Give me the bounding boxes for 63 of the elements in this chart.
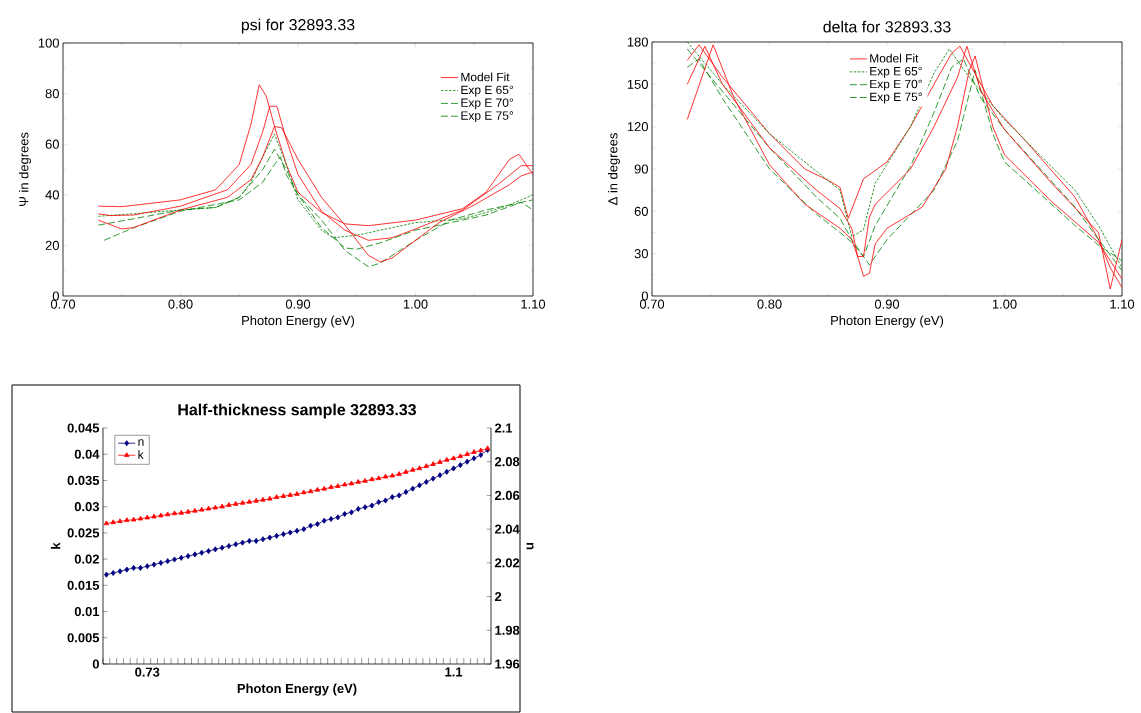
y-tick-label: 60: [634, 206, 648, 216]
y-tick-label: 80: [45, 89, 59, 99]
legend-label: Exp E 75°: [870, 92, 922, 104]
x-tick-label: 0.73: [135, 667, 160, 677]
y2-tick-label: 2.1: [494, 423, 513, 433]
chart-title: psi for 32893.33: [241, 18, 355, 34]
y-tick-label: 30: [634, 249, 648, 259]
x-tick-label: 0.90: [874, 299, 900, 309]
y2-tick-label: 2.08: [494, 457, 520, 467]
legend-label: Exp E 65°: [461, 85, 513, 97]
x-tick-label: 0.70: [639, 299, 665, 309]
y-axis-title: Δ in degrees: [607, 133, 621, 205]
legend-label: Exp E 65°: [870, 66, 922, 78]
y-tick-label: 0.025: [67, 528, 100, 538]
x-tick-label: 1.10: [521, 299, 546, 309]
y2-tick-label: 1.98: [495, 625, 520, 635]
x-tick-label: 0.90: [285, 299, 311, 309]
y-tick-label: 90: [634, 164, 648, 174]
x-axis-title: Photon Energy (eV): [242, 315, 355, 328]
legend-label: k: [138, 450, 144, 459]
y-tick-label: 0.035: [67, 475, 100, 486]
x-tick-label: 1.1: [445, 667, 463, 677]
y-tick-label: 0.04: [74, 449, 100, 459]
y-tick-label: 100: [38, 38, 59, 48]
y2-tick-label: 2.04: [494, 524, 520, 534]
legend-label: Model Fit: [461, 72, 510, 82]
y2-tick-label: 2.02: [494, 558, 520, 568]
x-tick-label: 1.10: [1110, 299, 1135, 309]
y-tick-label: 180: [627, 37, 648, 47]
chart-title: Half-thickness sample 32893.33: [178, 403, 416, 419]
y2-tick-label: 2: [494, 592, 502, 602]
legend-label: n: [138, 439, 144, 446]
legend-label: Exp E 75°: [461, 111, 513, 123]
y2-tick-label: 1.96: [495, 659, 520, 669]
y-tick-label: 120: [627, 122, 648, 132]
chart-title: delta for 32893.33: [823, 20, 951, 33]
x-tick-label: 0.80: [168, 299, 193, 309]
legend-label: Model Fit: [870, 53, 919, 63]
y-tick-label: 0.005: [67, 633, 100, 643]
legend-label: Exp E 70°: [461, 98, 513, 110]
y-tick-label: 20: [45, 240, 59, 250]
y-tick-label: 150: [627, 79, 648, 89]
x-tick-label: 1.00: [992, 299, 1017, 309]
y-tick-label: 0.045: [67, 423, 100, 433]
y2-tick-label: 2.06: [494, 490, 520, 501]
y-tick-label: 0: [641, 291, 648, 301]
x-tick-label: 0.80: [757, 299, 782, 309]
y-tick-label: 60: [45, 139, 59, 149]
x-tick-label: 0.70: [50, 299, 76, 309]
y-tick-label: 0: [52, 291, 59, 301]
y2-axis-title: n: [526, 542, 534, 550]
y-tick-label: 40: [45, 190, 59, 200]
y-tick-label: 0.01: [74, 606, 100, 617]
x-axis-title: Photon Energy (eV): [831, 315, 944, 328]
x-axis-title: Photon Energy (eV): [237, 683, 357, 696]
y-tick-label: 0.02: [74, 554, 99, 564]
y-tick-label: 0.03: [74, 502, 100, 512]
x-tick-label: 1.00: [403, 299, 428, 309]
y-axis-title: Ψ in degrees: [18, 132, 32, 207]
legend-label: Exp E 70°: [870, 79, 922, 91]
y-tick-label: 0: [92, 659, 99, 669]
y-axis-title: k: [50, 542, 61, 549]
y-tick-label: 0.015: [67, 580, 100, 590]
